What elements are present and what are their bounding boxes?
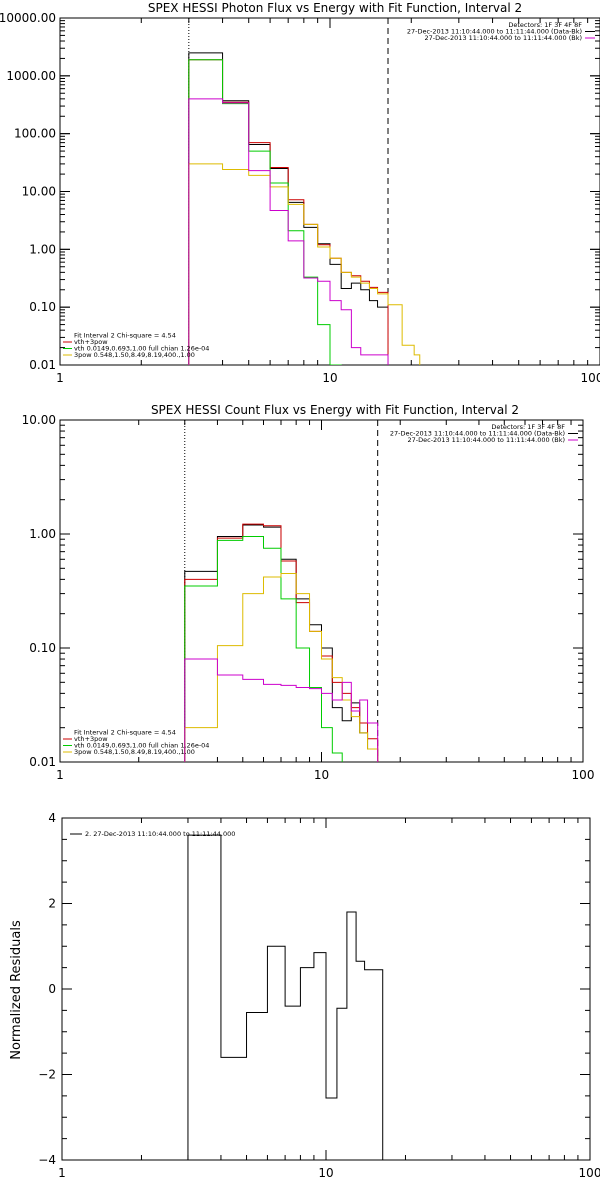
x-axis-ticks: 1 10 100 xyxy=(56,18,600,385)
fit-legend-label: Fit Interval 2 Chi-square = 4.54 xyxy=(74,332,176,340)
y-axis-ticks: 10.00 1.00 0.10 0.01 xyxy=(22,413,583,769)
y-tick-label: 0.10 xyxy=(29,300,56,314)
chart-title: SPEX HESSI Photon Flux vs Energy with Fi… xyxy=(148,1,522,15)
legend-label: Detectors: 1F 3F 4F 8F xyxy=(491,423,565,431)
y-tick-label: 2 xyxy=(48,897,56,911)
fit-legend-label: vth 0.0149,0.693,1.00 full chian 1.26e-0… xyxy=(74,742,209,750)
y-tick-label: 0.01 xyxy=(29,358,56,372)
series-group xyxy=(188,52,421,365)
fit-legend-label: Fit Interval 2 Chi-square = 4.54 xyxy=(74,729,176,737)
fit-legend: Fit Interval 2 Chi-square = 4.54vth+3pow… xyxy=(63,729,209,756)
fit-legend-label: vth+3pow xyxy=(74,338,108,346)
x-tick-label: 1 xyxy=(56,768,64,782)
fit-legend-label: 3pow 0.548,1.50,8.49,8.19,400.,1.00 xyxy=(74,351,195,359)
legend-label: 27-Dec-2013 11:10:44.000 to 11:11:44.000… xyxy=(425,34,583,42)
x-tick-label: 10 xyxy=(322,371,337,385)
x-tick-label: 10 xyxy=(318,1166,333,1180)
y-tick-label: 1000.00 xyxy=(6,69,56,83)
y-tick-label: 0 xyxy=(48,982,56,996)
y-tick-label: 1.00 xyxy=(29,242,56,256)
y-tick-label: 0.10 xyxy=(29,641,56,655)
x-tick-label: 10 xyxy=(314,768,329,782)
x-axis-ticks: 1 10 100 xyxy=(56,420,594,782)
y-tick-label: 10.00 xyxy=(22,413,56,427)
y-tick-label: 10000.00 xyxy=(0,11,56,25)
photon-flux-panel: SPEX HESSI Photon Flux vs Energy with Fi… xyxy=(0,1,600,385)
x-tick-label: 100 xyxy=(581,371,600,385)
legend-label: 27-Dec-2013 11:10:44.000 to 11:11:44.000… xyxy=(408,436,566,444)
fit-legend-label: vth 0.0149,0.693,1.00 full chian 1.26e-0… xyxy=(74,345,209,353)
plot-frame xyxy=(59,17,600,366)
legend: 2. 27-Dec-2013 11:10:44.000 to 11:11:44.… xyxy=(70,830,235,838)
x-tick-label: 1 xyxy=(58,1166,66,1180)
y-axis-ticks: 10000.00 1000.00 100.00 10.00 1.00 0.10 0.01 xyxy=(0,11,600,372)
series-line xyxy=(187,834,384,1160)
y-tick-label: −4 xyxy=(38,1153,56,1167)
x-tick-label: 1 xyxy=(56,371,64,385)
series-line xyxy=(188,163,421,365)
y-axis-ticks: 4 2 0 −2 −4 xyxy=(38,811,590,1167)
series-line xyxy=(184,573,379,762)
y-axis-label: Normalized Residuals xyxy=(9,920,24,1060)
series-line xyxy=(184,658,379,762)
series-group xyxy=(187,834,384,1160)
legend-label: 2. 27-Dec-2013 11:10:44.000 to 11:11:44.… xyxy=(85,830,235,838)
fit-legend-label: 3pow 0.548,1.50,8.49,8.19,400.,1.00 xyxy=(74,748,195,756)
series-line xyxy=(188,98,389,365)
legend-label: 27-Dec-2013 11:10:44.000 to 11:11:44.000… xyxy=(390,430,565,438)
series-line xyxy=(188,59,342,365)
x-axis-ticks: 1 10 100 xyxy=(58,818,600,1180)
series-group xyxy=(184,523,379,762)
x-tick-label: 100 xyxy=(572,768,595,782)
y-tick-label: 100.00 xyxy=(14,127,56,141)
y-tick-label: −2 xyxy=(38,1068,56,1082)
legend-label: Detectors: 1F 3F 4F 8F xyxy=(508,21,582,29)
y-tick-label: 10.00 xyxy=(22,185,56,199)
fit-legend-label: vth+3pow xyxy=(74,735,108,743)
residuals-panel: Normalized Residuals 1 10 100 4 2 0 −2 −4 2. 27-… xyxy=(9,811,600,1180)
legend-label: 27-Dec-2013 11:10:44.000 to 11:11:44.000… xyxy=(407,28,582,36)
y-tick-label: 0.01 xyxy=(29,755,56,769)
y-tick-label: 4 xyxy=(48,811,56,825)
x-tick-label: 100 xyxy=(579,1166,600,1180)
fit-legend: Fit Interval 2 Chi-square = 4.54vth+3pow… xyxy=(63,332,209,359)
chart-title: SPEX HESSI Count Flux vs Energy with Fit… xyxy=(151,403,519,417)
series-line xyxy=(184,536,343,762)
y-tick-label: 1.00 xyxy=(29,527,56,541)
count-flux-panel: SPEX HESSI Count Flux vs Energy with Fit… xyxy=(22,403,595,782)
